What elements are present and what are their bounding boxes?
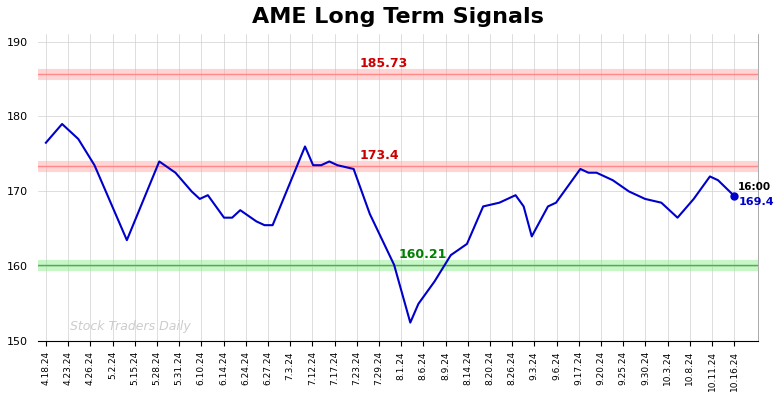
Text: 160.21: 160.21 <box>398 248 447 261</box>
Text: 185.73: 185.73 <box>359 57 408 70</box>
Text: 16:00: 16:00 <box>739 182 771 192</box>
Text: Stock Traders Daily: Stock Traders Daily <box>71 320 191 333</box>
Text: 173.4: 173.4 <box>359 149 399 162</box>
Title: AME Long Term Signals: AME Long Term Signals <box>252 7 544 27</box>
Text: 169.4: 169.4 <box>739 197 774 207</box>
